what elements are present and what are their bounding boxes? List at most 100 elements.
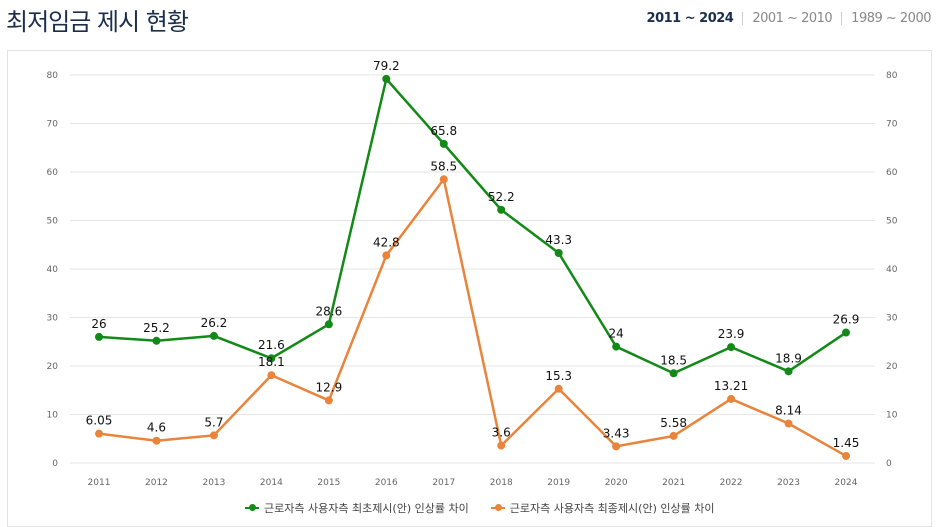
y-tick-label-right: 10: [886, 411, 898, 421]
data-label: 4.6: [147, 421, 166, 435]
data-point[interactable]: [669, 369, 678, 378]
data-point[interactable]: [152, 436, 161, 445]
data-label: 65.8: [430, 124, 457, 138]
x-tick-label: 2024: [835, 478, 858, 488]
data-label: 26: [91, 317, 106, 331]
data-point[interactable]: [727, 343, 736, 352]
data-label: 18.9: [775, 351, 802, 365]
legend-item-initial[interactable]: 근로자측 사용자측 최초제시(안) 인상률 차이: [245, 500, 469, 516]
tab-range-2001-2010[interactable]: 2001 ~ 2010: [752, 11, 833, 26]
data-label: 43.3: [545, 233, 572, 247]
data-point[interactable]: [784, 367, 793, 376]
data-label: 3.6: [492, 426, 511, 440]
data-label: 5.7: [204, 415, 223, 429]
y-tick-label-right: 80: [886, 71, 898, 81]
y-tick-label-right: 40: [886, 265, 898, 275]
data-point[interactable]: [209, 431, 218, 440]
data-point[interactable]: [324, 320, 333, 329]
data-point[interactable]: [727, 394, 736, 403]
data-point[interactable]: [439, 139, 448, 148]
x-tick-label: 2015: [317, 478, 340, 488]
data-point[interactable]: [152, 336, 161, 345]
data-point[interactable]: [497, 441, 506, 450]
data-point[interactable]: [842, 328, 850, 337]
legend-item-final[interactable]: 근로자측 사용자측 최종제시(안) 인상률 차이: [490, 500, 715, 516]
data-point[interactable]: [209, 331, 218, 340]
legend: 근로자측 사용자측 최초제시(안) 인상률 차이 근로자측 사용자측 최종제시(…: [245, 500, 714, 516]
y-tick-label-right: 0: [886, 459, 892, 469]
data-label: 24: [609, 327, 624, 341]
data-label: 79.2: [373, 59, 400, 73]
data-point[interactable]: [612, 442, 621, 451]
data-label: 26.2: [201, 316, 228, 330]
y-tick-label-left: 80: [47, 71, 59, 81]
y-tick-label-left: 20: [47, 362, 59, 372]
series-line-0: [98, 76, 847, 375]
page-title: 최저임금 제시 현황: [6, 8, 189, 36]
data-point[interactable]: [439, 175, 448, 184]
x-tick-label: 2011: [88, 478, 111, 488]
y-tick-label-left: 10: [47, 411, 59, 421]
x-tick-label: 2022: [720, 478, 743, 488]
data-label: 12.9: [315, 380, 342, 394]
y-tick-label-left: 30: [47, 314, 59, 324]
x-tick-label: 2016: [375, 478, 398, 488]
data-label: 52.2: [488, 190, 515, 204]
data-point[interactable]: [842, 451, 850, 460]
data-point[interactable]: [612, 342, 621, 351]
legend-marker-icon: [245, 504, 259, 511]
x-tick-label: 2019: [547, 478, 570, 488]
x-tick-label: 2014: [260, 478, 283, 488]
series-line-1: [98, 176, 847, 458]
tab-range-2011-2024[interactable]: 2011 ~ 2024: [646, 11, 734, 26]
y-tick-label-right: 20: [886, 362, 898, 372]
y-tick-label-left: 60: [47, 168, 59, 178]
x-tick-label: 2012: [145, 478, 168, 488]
y-tick-label-left: 70: [47, 120, 59, 130]
data-label: 5.58: [660, 416, 687, 430]
data-label: 58.5: [430, 159, 457, 173]
data-label: 1.45: [833, 436, 860, 450]
data-label: 8.14: [775, 404, 802, 418]
y-tick-label-right: 30: [886, 314, 898, 324]
y-tick-label-left: 50: [47, 217, 59, 227]
data-point[interactable]: [669, 431, 678, 440]
x-tick-label: 2021: [662, 478, 685, 488]
data-label: 18.5: [660, 353, 687, 367]
data-point[interactable]: [382, 251, 391, 260]
range-tabs: 2011 ~ 2024 2001 ~ 2010 1989 ~ 2000: [646, 11, 932, 26]
data-label: 23.9: [718, 327, 745, 341]
data-label: 21.6: [258, 338, 285, 352]
data-label: 26.9: [833, 313, 860, 327]
data-label: 6.05: [86, 414, 113, 428]
legend-marker-icon: [490, 504, 505, 511]
data-label: 3.43: [603, 426, 630, 440]
y-tick-label-right: 60: [886, 168, 898, 178]
divider: [841, 12, 843, 25]
data-point[interactable]: [554, 384, 563, 393]
legend-label: 근로자측 사용자측 최종제시(안) 인상률 차이: [509, 502, 715, 515]
divider: [742, 12, 744, 25]
data-point[interactable]: [95, 332, 103, 341]
y-tick-label-left: 0: [52, 459, 58, 469]
x-tick-label: 2017: [432, 478, 455, 488]
data-point[interactable]: [267, 371, 276, 380]
data-point[interactable]: [382, 74, 391, 83]
y-tick-label-left: 40: [47, 265, 59, 275]
data-point[interactable]: [497, 205, 506, 214]
tab-range-1989-2000[interactable]: 1989 ~ 2000: [851, 11, 931, 26]
data-label: 18.1: [258, 355, 285, 369]
data-point[interactable]: [324, 396, 333, 405]
data-label: 25.2: [143, 321, 170, 335]
data-point[interactable]: [267, 354, 276, 363]
data-label: 42.8: [373, 235, 400, 249]
data-point[interactable]: [784, 419, 793, 428]
y-tick-label-right: 70: [886, 120, 898, 130]
data-point[interactable]: [95, 429, 103, 438]
x-tick-label: 2020: [605, 478, 628, 488]
data-label: 13.21: [714, 379, 748, 393]
x-tick-label: 2023: [777, 478, 800, 488]
data-point[interactable]: [554, 248, 563, 257]
y-tick-label-right: 50: [886, 217, 898, 227]
